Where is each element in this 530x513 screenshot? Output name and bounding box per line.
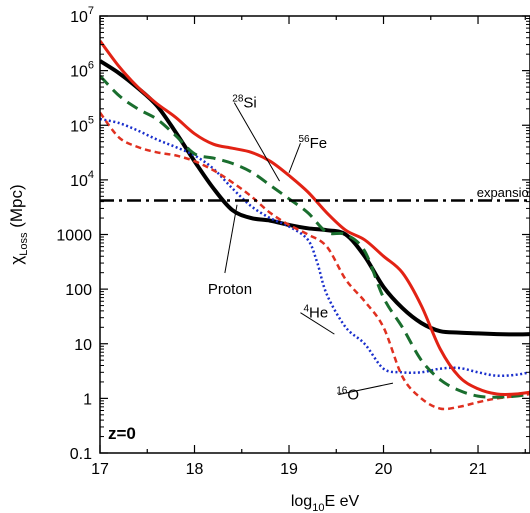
curve-label-56fe: 56Fe (298, 134, 327, 152)
curve-labels: Proton 4He 16O 28Si 56Fe expansion (208, 94, 530, 404)
x-tick-label-17: 17 (91, 461, 109, 478)
series-line-proton (100, 59, 530, 337)
curve-label-expansion: expansion (477, 185, 530, 200)
y-axis-label: χLoss (Mpc) (7, 184, 30, 264)
y-tick-label: 105 (70, 114, 94, 135)
y-tick-label: 100 (65, 282, 92, 299)
curve-label-16o: 16O (336, 386, 359, 404)
series-layer (100, 39, 530, 411)
y-tick-label: 107 (70, 5, 94, 26)
plot-frame (99, 15, 530, 454)
y-tick-label: 104 (70, 169, 94, 190)
y-tick-label: 106 (70, 60, 94, 81)
curve-label-proton: Proton (208, 281, 252, 298)
x-tick-label-19: 19 (280, 461, 298, 478)
curve-label-proton-leader (224, 204, 238, 274)
series-line-56fe (100, 39, 530, 397)
x-tick-label-21: 21 (469, 461, 487, 478)
series-line-4he (100, 117, 530, 378)
curve-label-56fe-leader (288, 143, 301, 173)
y-tick-label: 10 (74, 337, 92, 354)
x-axis-label: log10E eV (291, 493, 360, 513)
x-tick-label-18: 18 (186, 461, 204, 478)
curve-label-28si: 28Si (232, 94, 256, 112)
x-tick-label-20: 20 (375, 461, 393, 478)
y-tick-label: 1000 (56, 228, 92, 245)
curve-label-4he: 4He (303, 304, 328, 322)
curve-label-28si-leader (233, 102, 280, 182)
y-tick-label: 1 (83, 391, 92, 408)
redshift-annotation: z=0 (108, 424, 136, 443)
curve-label-4he-leader (300, 312, 335, 335)
curve-label-16o-leader (338, 382, 394, 396)
series-line-28si (100, 74, 530, 399)
axis-ticks: 17 18 19 20 21 107 106 105 104 1000 100 10 1 0.1 (56, 5, 530, 478)
series-line-16o (100, 111, 530, 411)
y-tick-label: 0.1 (70, 446, 92, 463)
